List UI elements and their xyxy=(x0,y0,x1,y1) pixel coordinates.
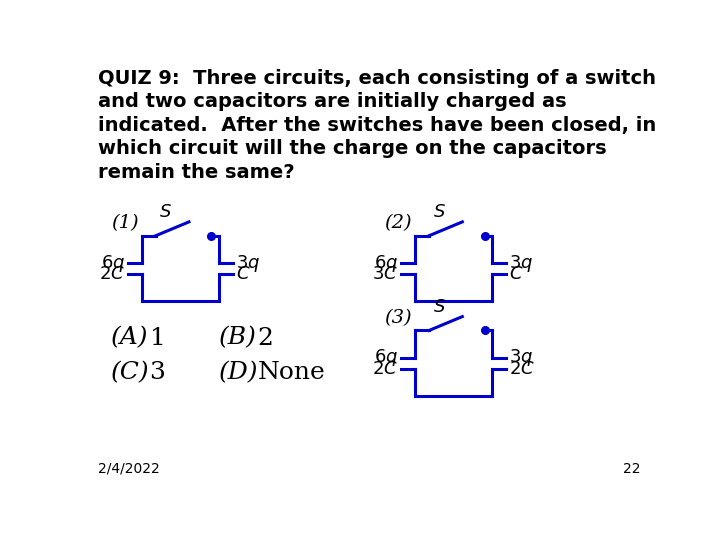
Text: 2: 2 xyxy=(257,327,273,349)
Text: 22: 22 xyxy=(623,462,640,476)
Text: 1: 1 xyxy=(150,327,166,349)
Text: (A): (A) xyxy=(111,327,148,349)
Text: (3): (3) xyxy=(384,308,412,327)
Text: $3q$: $3q$ xyxy=(235,253,260,274)
Text: $2 C$: $2 C$ xyxy=(509,360,535,377)
Text: (D): (D) xyxy=(219,361,258,384)
Text: $6q$: $6q$ xyxy=(101,253,125,274)
Text: $3q$: $3q$ xyxy=(509,253,534,274)
Text: (B): (B) xyxy=(219,327,257,349)
Text: None: None xyxy=(257,361,325,384)
Text: $2C$: $2C$ xyxy=(372,360,398,377)
Text: $6q$: $6q$ xyxy=(374,253,398,274)
Text: 2/4/2022: 2/4/2022 xyxy=(98,462,160,476)
Text: (2): (2) xyxy=(384,214,412,232)
Text: $3q$: $3q$ xyxy=(509,347,534,368)
Text: $C$: $C$ xyxy=(509,265,523,283)
Text: $6q$: $6q$ xyxy=(374,347,398,368)
Text: $3C$: $3C$ xyxy=(372,265,398,283)
Text: (1): (1) xyxy=(111,214,139,232)
Text: (C): (C) xyxy=(111,361,150,384)
Text: $C$: $C$ xyxy=(235,265,251,283)
Text: QUIZ 9:  Three circuits, each consisting of a switch
and two capacitors are init: QUIZ 9: Three circuits, each consisting … xyxy=(98,69,656,181)
Text: $S$: $S$ xyxy=(433,203,446,221)
Text: 3: 3 xyxy=(150,361,166,384)
Text: $S$: $S$ xyxy=(433,298,446,316)
Text: $S$: $S$ xyxy=(159,203,172,221)
Text: $2C$: $2C$ xyxy=(99,265,125,283)
